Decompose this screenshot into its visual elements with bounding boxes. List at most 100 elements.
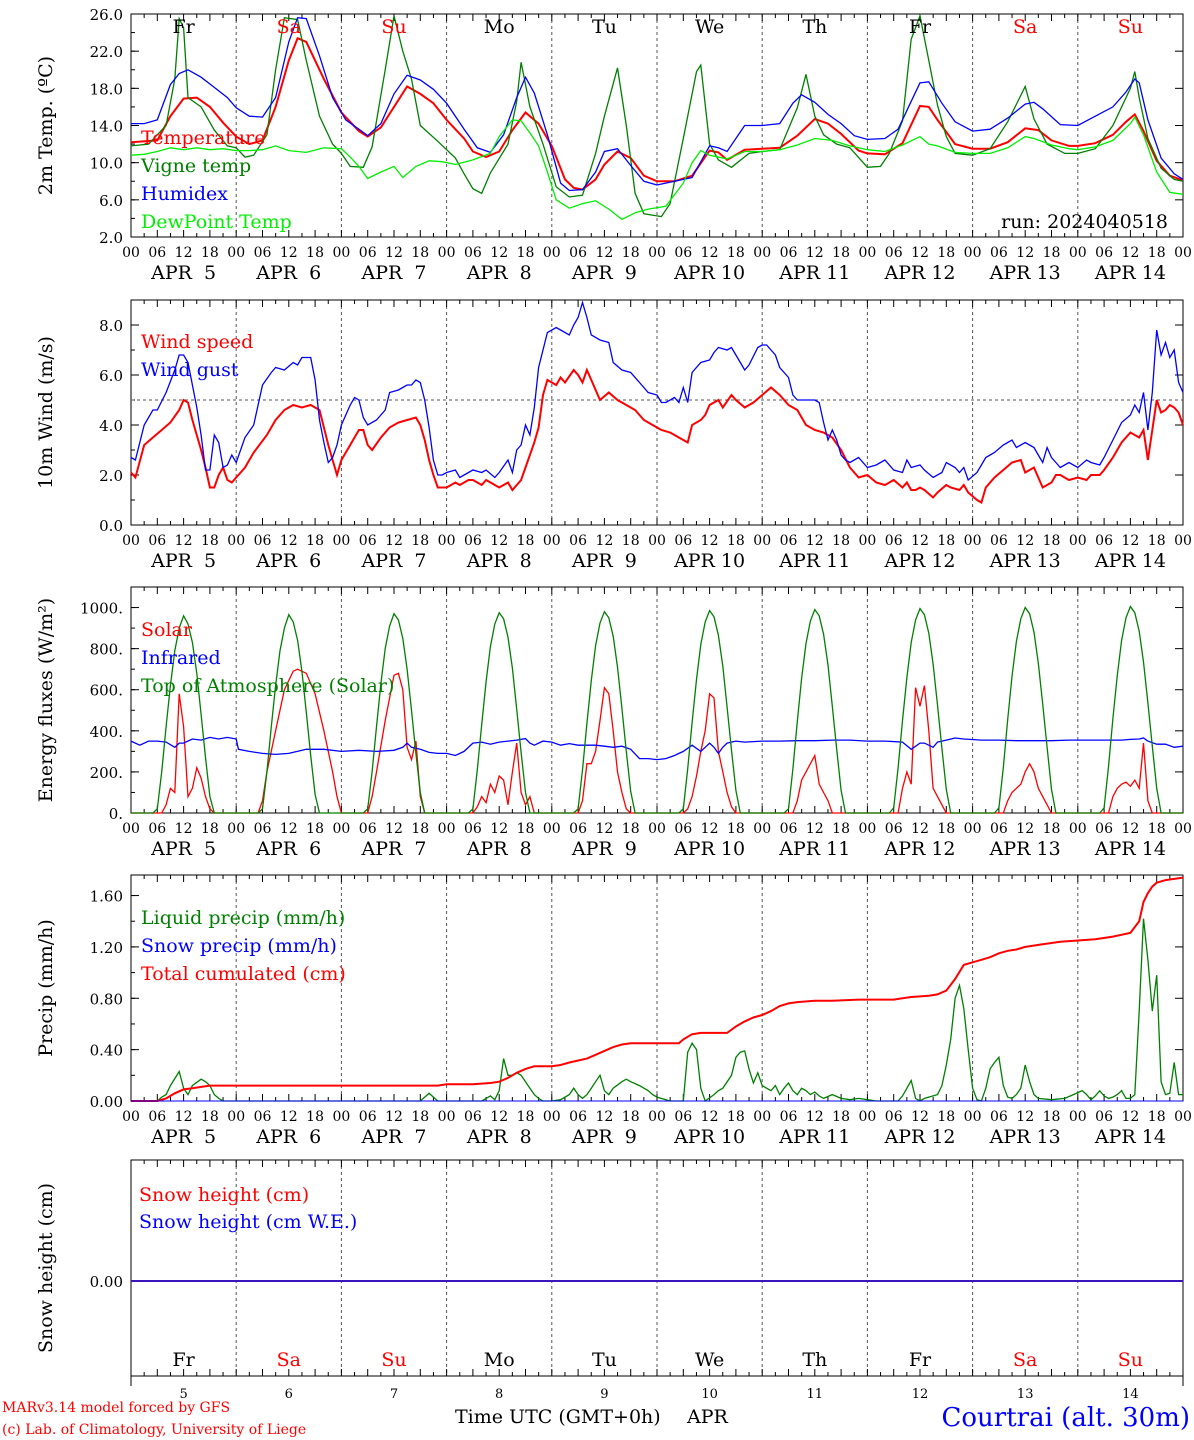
date-label: APR 13 <box>989 262 1061 284</box>
date-label: APR 10 <box>673 550 745 572</box>
hour-tick-label: 06 <box>254 1109 272 1125</box>
series-line-total-cumulated-cm- <box>131 876 1184 1102</box>
hour-tick-label: 18 <box>727 245 745 261</box>
hour-tick-label: 00 <box>332 245 350 261</box>
hour-tick-label: 18 <box>306 1109 324 1125</box>
legend-entry: Snow precip (mm/h) <box>141 935 337 957</box>
day-number-label: 8 <box>495 1387 503 1402</box>
day-number-label: 10 <box>701 1387 718 1402</box>
hour-tick-label: 06 <box>1095 1109 1113 1125</box>
day-number-label: 11 <box>807 1387 824 1402</box>
hour-tick-label: 12 <box>175 1109 193 1125</box>
date-label: APR 10 <box>673 838 745 860</box>
hour-tick-label: 12 <box>1016 533 1034 549</box>
hour-tick-label: 12 <box>911 533 929 549</box>
hour-tick-label: 00 <box>1174 1109 1192 1125</box>
hour-tick-label: 18 <box>1043 245 1061 261</box>
date-label: APR 5 <box>150 1126 216 1148</box>
day-number-label: 5 <box>179 1387 187 1402</box>
hour-tick-label: 00 <box>438 245 456 261</box>
hour-tick-label: 00 <box>122 533 140 549</box>
chart-panels: 2.0 6.0 10.0 14.0 18.0 22.0 26.0 2m Temp. (ºC) 0… <box>35 6 1192 1402</box>
day-name-label: Th <box>802 1349 827 1371</box>
hour-tick-label: 18 <box>622 821 640 837</box>
hour-tick-label: 18 <box>937 533 955 549</box>
y-tick-label: 1.20 <box>90 939 123 957</box>
date-label: APR 11 <box>778 550 850 572</box>
hour-tick-label: 12 <box>806 245 824 261</box>
hour-tick-label: 06 <box>464 533 482 549</box>
hour-tick-label: 18 <box>201 821 219 837</box>
date-label: APR 13 <box>989 838 1061 860</box>
hour-tick-label: 12 <box>490 1109 508 1125</box>
date-label: APR 8 <box>466 1126 532 1148</box>
day-name-label: Fr <box>172 1349 195 1371</box>
hour-tick-label: 18 <box>411 1109 429 1125</box>
series-line-infrared <box>130 736 1184 761</box>
date-label: APR 8 <box>466 550 532 572</box>
day-name-label: Sa <box>277 16 301 38</box>
hour-tick-label: 12 <box>280 1109 298 1125</box>
hour-tick-label: 18 <box>1043 821 1061 837</box>
hour-tick-label: 12 <box>806 533 824 549</box>
hour-tick-label: 12 <box>385 533 403 549</box>
y-tick-label: 22.0 <box>90 43 123 61</box>
y-tick-label: 6.0 <box>99 367 123 385</box>
legend-entry: Temperature <box>141 127 265 149</box>
hour-tick-label: 00 <box>1174 245 1192 261</box>
series-line-dewpoint-temp <box>130 115 1184 221</box>
date-label: APR 5 <box>150 838 216 860</box>
date-label: APR 12 <box>883 838 955 860</box>
y-tick-label: 6.0 <box>99 192 123 210</box>
hour-tick-label: 06 <box>990 821 1008 837</box>
hour-tick-label: 00 <box>964 821 982 837</box>
hour-tick-label: 06 <box>148 1109 166 1125</box>
legend-entry: Snow height (cm) <box>139 1184 309 1206</box>
day-number-label: 9 <box>600 1387 608 1402</box>
hour-tick-label: 00 <box>753 821 771 837</box>
hour-tick-label: 12 <box>1121 821 1139 837</box>
hour-tick-label: 18 <box>201 245 219 261</box>
day-name-label: Fr <box>172 16 195 38</box>
series-line-solar <box>131 668 1183 814</box>
day-number-label: 7 <box>390 1387 398 1402</box>
y-tick-label: 1.60 <box>90 888 123 906</box>
hour-tick-label: 00 <box>648 245 666 261</box>
hour-tick-label: 12 <box>175 245 193 261</box>
hour-tick-label: 06 <box>990 1109 1008 1125</box>
hour-tick-label: 00 <box>332 533 350 549</box>
legend-entry: Liquid precip (mm/h) <box>141 907 345 929</box>
hour-tick-label: 00 <box>543 533 561 549</box>
legend-entry: Top of Atmosphere (Solar) <box>141 675 394 697</box>
hour-tick-label: 06 <box>1095 245 1113 261</box>
hour-tick-label: 00 <box>438 533 456 549</box>
x-axis-month: APR <box>686 1406 729 1428</box>
hour-tick-label: 18 <box>1043 1109 1061 1125</box>
y-axis-title: Snow height (cm) <box>35 1183 57 1353</box>
hour-tick-label: 12 <box>806 821 824 837</box>
legend-entry: Total cumulated (cm) <box>141 963 346 985</box>
panel-frame <box>130 299 1184 526</box>
hour-tick-label: 00 <box>122 1109 140 1125</box>
series-line-liquid-precip-mm-h- <box>131 918 1183 1103</box>
y-tick-label: 0.0 <box>99 517 123 535</box>
date-label: APR 12 <box>883 550 955 572</box>
date-label: APR 14 <box>1094 838 1166 860</box>
hour-tick-label: 12 <box>806 1109 824 1125</box>
hour-tick-label: 18 <box>937 245 955 261</box>
hour-tick-label: 12 <box>911 245 929 261</box>
date-label: APR 9 <box>571 262 637 284</box>
y-tick-label: 1000. <box>80 600 123 618</box>
hour-tick-label: 12 <box>595 245 613 261</box>
hour-tick-label: 06 <box>674 821 692 837</box>
hour-tick-label: 12 <box>595 1109 613 1125</box>
hour-tick-label: 00 <box>227 821 245 837</box>
x-axis-title: Time UTC (GMT+0h) <box>455 1406 661 1428</box>
hour-tick-label: 00 <box>122 821 140 837</box>
y-tick-label: 26.0 <box>90 6 123 24</box>
hour-tick-label: 06 <box>885 245 903 261</box>
hour-tick-label: 18 <box>201 533 219 549</box>
date-label: APR 7 <box>361 1126 427 1148</box>
hour-tick-label: 06 <box>674 533 692 549</box>
